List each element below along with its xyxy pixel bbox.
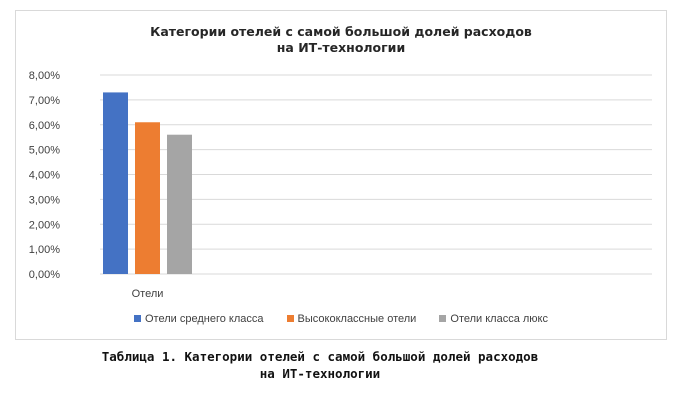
legend-item-high-class: Высококлассные отели xyxy=(286,313,417,325)
legend-label-high-class: Высококлассные отели xyxy=(297,313,417,325)
legend-item-luxury: Отели класса люкс xyxy=(439,313,548,325)
legend: Отели среднего класса Высококлассные оте… xyxy=(15,313,667,325)
y-tick-label-2: 2,00% xyxy=(29,219,60,231)
x-tick-label-0: Отели xyxy=(132,288,164,300)
bar-Отели-series-0 xyxy=(103,92,128,274)
y-tick-label-7: 7,00% xyxy=(29,95,60,107)
y-tick-label-8: 8,00% xyxy=(29,70,60,82)
y-tick-label-6: 6,00% xyxy=(29,120,60,132)
caption-line-2: на ИТ-технологии xyxy=(259,366,381,381)
bar-Отели-series-1 xyxy=(135,122,160,274)
legend-item-mid-class: Отели среднего класса xyxy=(134,313,263,325)
bar-Отели-series-2 xyxy=(167,134,192,274)
y-tick-label-1: 1,00% xyxy=(29,244,60,256)
table-caption: Таблица 1. Категории отелей с самой боль… xyxy=(0,348,640,382)
legend-swatch-luxury xyxy=(439,315,447,322)
legend-label-mid-class: Отели среднего класса xyxy=(145,313,264,325)
chart-title-line-1: Категории отелей с самой большой долей р… xyxy=(150,24,532,39)
y-tick-label-4: 4,00% xyxy=(29,170,60,182)
chart-title: Категории отелей с самой большой долей р… xyxy=(15,24,667,56)
y-tick-label-0: 0,00% xyxy=(29,269,60,281)
chart-title-line-2: на ИТ-технологии xyxy=(276,40,406,55)
caption-line-1: Таблица 1. Категории отелей с самой боль… xyxy=(101,349,539,364)
y-tick-label-3: 3,00% xyxy=(29,194,60,206)
legend-label-luxury: Отели класса люкс xyxy=(450,313,548,325)
legend-swatch-high-class xyxy=(286,315,294,322)
legend-swatch-mid-class xyxy=(134,315,141,322)
y-tick-label-5: 5,00% xyxy=(29,145,60,157)
